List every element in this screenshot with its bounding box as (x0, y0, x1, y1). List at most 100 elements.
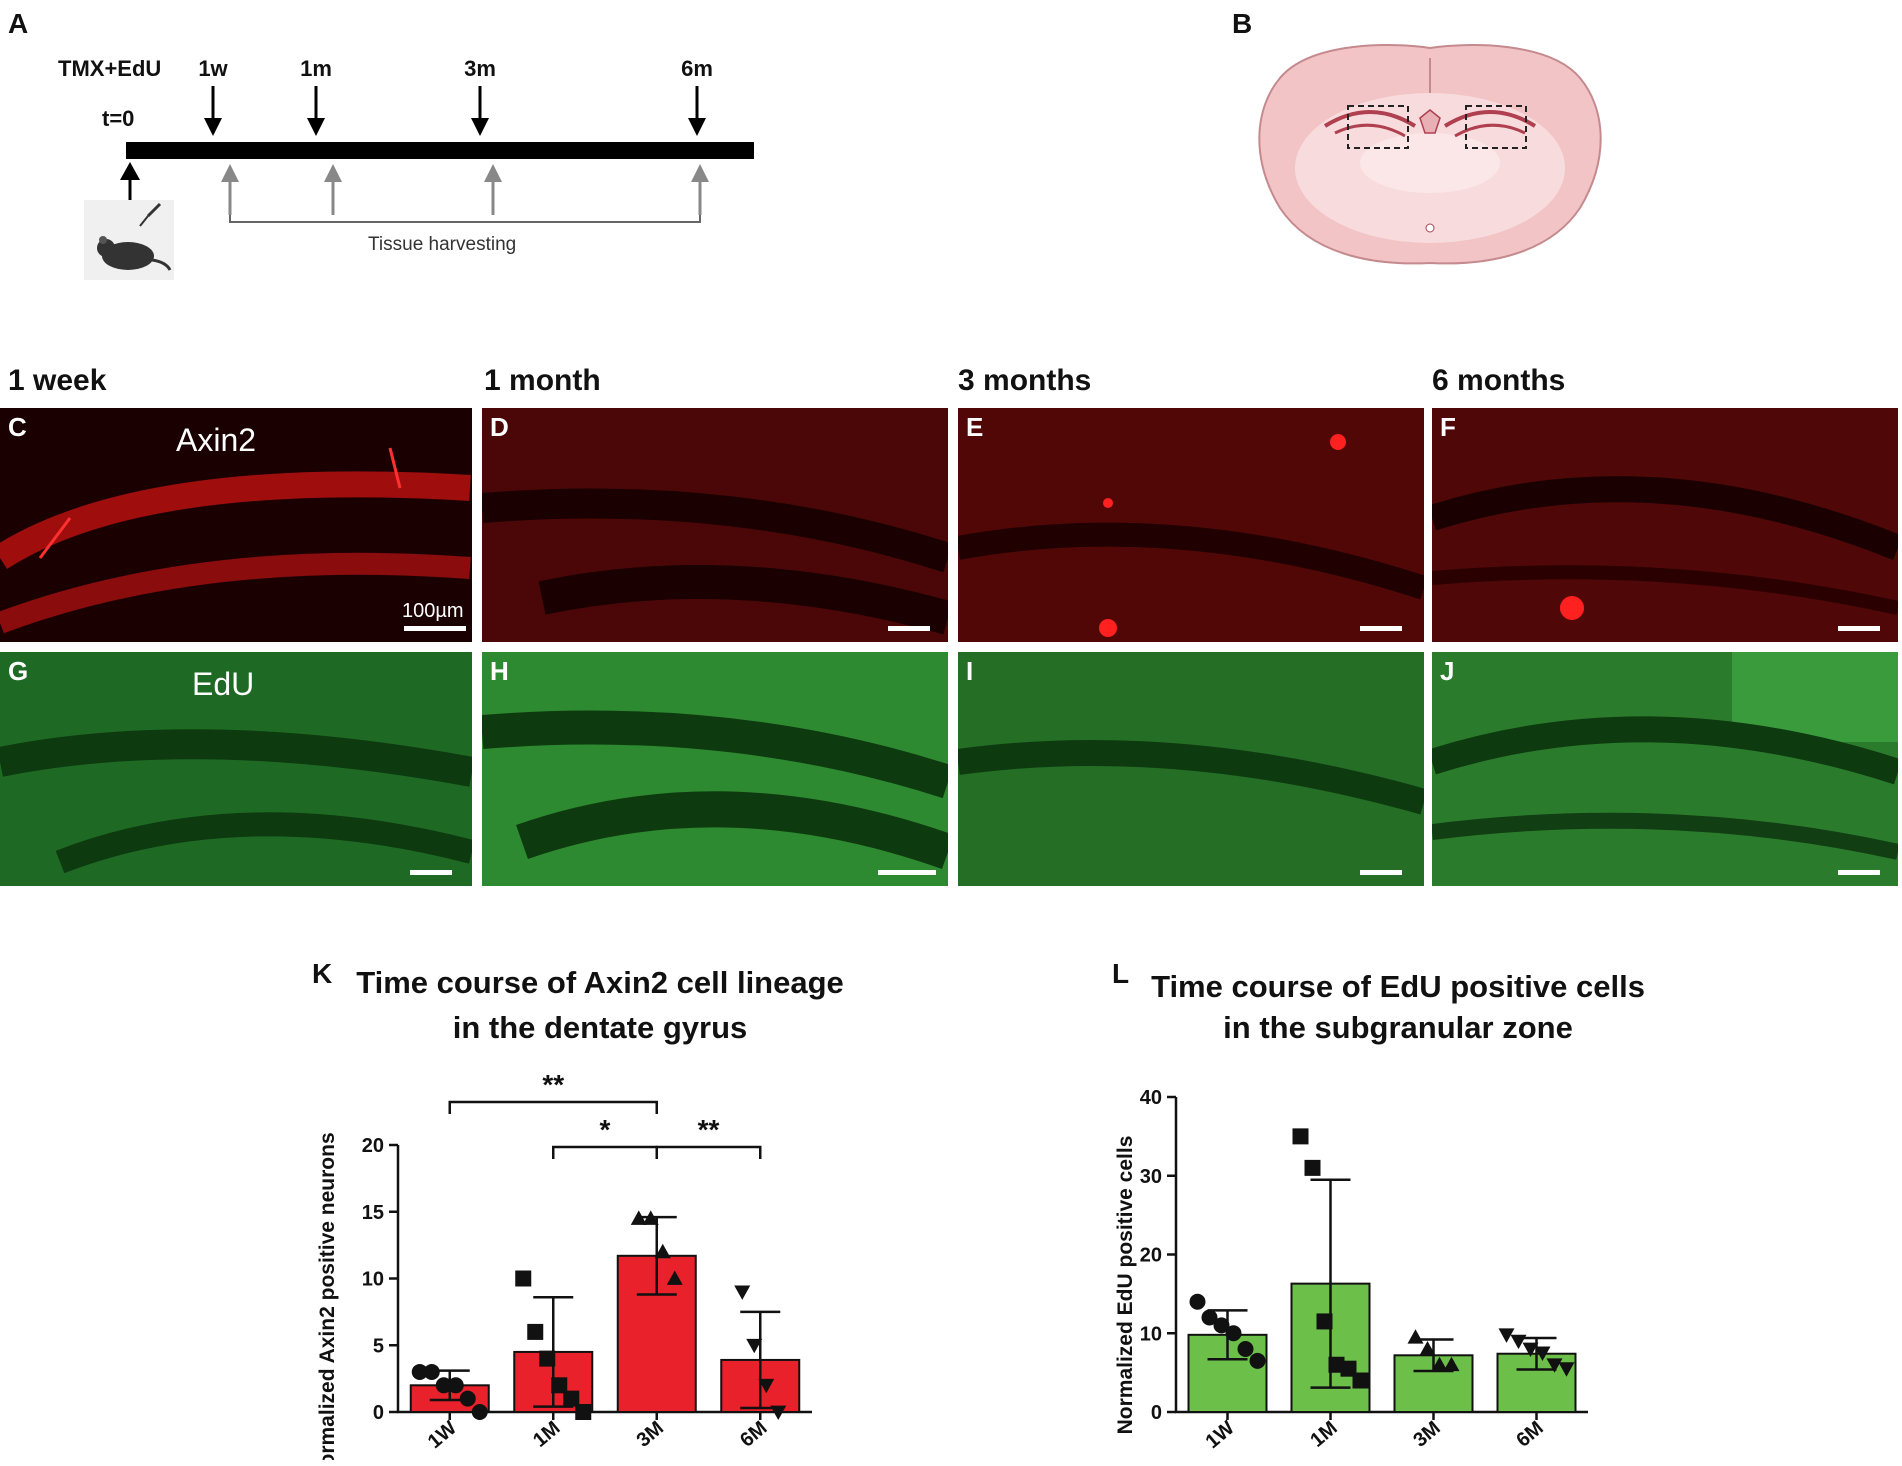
data-point (642, 1210, 659, 1225)
timepoint-label: 1w (198, 56, 228, 81)
data-point (1292, 1128, 1309, 1145)
data-point (539, 1350, 556, 1367)
scale-bar (1360, 626, 1402, 631)
timeline-start-label: TMX+EdU (58, 56, 161, 81)
data-point (435, 1377, 452, 1394)
panel-label-e: E (966, 412, 984, 442)
significance-label: * (600, 1114, 611, 1145)
scale-bar (404, 626, 466, 631)
data-point (734, 1285, 751, 1300)
stain-label-axin2: Axin2 (176, 422, 257, 458)
data-point (630, 1210, 647, 1225)
x-tick-label: 1W (1202, 1417, 1239, 1453)
significance-bracket (552, 1145, 658, 1159)
data-point (1419, 1341, 1436, 1356)
data-point (1443, 1356, 1460, 1372)
chart-axin2-time-course: Time course of Axin2 cell lineage in the… (316, 965, 844, 1460)
harvest-arrowhead (484, 164, 502, 182)
chart-title-line-2: in the dentate gyrus (453, 1010, 748, 1045)
timeline-diagram: TMX+EdU t=0 1w 1m 3m 6m Tissue harvesting (58, 56, 754, 280)
timepoint-arrowhead (471, 118, 489, 136)
panel-label-b: B (1232, 8, 1253, 39)
timepoint-arrowhead (688, 118, 706, 136)
micrograph-axin2-1-week: C Axin2 100µm (0, 408, 472, 642)
x-tick-label: 1M (1306, 1417, 1341, 1452)
harvest-arrowhead (324, 164, 342, 182)
scale-bar (878, 870, 936, 875)
timepoint-label: 3m (464, 56, 496, 81)
timepoint-label: 6m (681, 56, 713, 81)
scale-bar (1360, 870, 1402, 875)
data-point (447, 1377, 464, 1394)
data-point (746, 1338, 763, 1354)
x-tick-label: 6M (1512, 1417, 1547, 1452)
harvest-arrowhead (221, 164, 239, 182)
row-label-1-week: 1 week (8, 364, 107, 397)
panel-label-g: G (8, 656, 29, 686)
data-point (1249, 1352, 1266, 1369)
harvest-arrows (221, 164, 709, 215)
data-point (411, 1363, 428, 1380)
significance-bracket (655, 1145, 762, 1159)
chart-edu-time-course: Time course of EdU positive cells in the… (1114, 969, 1645, 1453)
micrograph-edu-3-months: I (958, 652, 1424, 886)
scale-bar (1838, 870, 1880, 875)
significance-bracket (448, 1100, 658, 1114)
harvest-arrowhead (691, 164, 709, 182)
harvest-bracket (229, 215, 701, 223)
panel-label-c: C (8, 412, 27, 442)
y-axis-label: Normalized Axin2 positive neurons (316, 1132, 339, 1460)
timepoint-arrowhead (307, 118, 325, 136)
scale-bar (888, 626, 930, 631)
data-point (758, 1378, 775, 1394)
y-tick-label: 0 (1151, 1402, 1162, 1424)
panel-label-f: F (1440, 412, 1456, 442)
stain-label-edu: EdU (192, 666, 255, 702)
data-point (1237, 1341, 1254, 1357)
y-tick-label: 5 (373, 1335, 384, 1357)
chart-title-line-1: Time course of Axin2 cell lineage (356, 965, 844, 1000)
y-axis-label: Normalized EdU positive cells (1114, 1136, 1137, 1435)
data-point (1201, 1309, 1218, 1326)
data-point (1213, 1317, 1230, 1334)
data-point (1431, 1356, 1448, 1372)
data-point (563, 1390, 580, 1407)
row-label-3-months: 3 months (958, 364, 1092, 397)
significance-label: ** (698, 1114, 720, 1145)
y-tick-label: 15 (362, 1202, 384, 1224)
data-point (770, 1405, 787, 1420)
timeline-t0-label: t=0 (102, 106, 134, 131)
chart-title-line-2: in the subgranular zone (1223, 1010, 1573, 1045)
micrograph-edu-6-months: J (1432, 652, 1898, 886)
y-tick-label: 20 (1140, 1245, 1162, 1267)
data-point (575, 1404, 592, 1420)
data-point (527, 1323, 544, 1340)
x-tick-label: 6M (736, 1417, 771, 1452)
y-tick-label: 10 (1140, 1323, 1162, 1345)
data-point (423, 1363, 440, 1380)
data-point (1546, 1358, 1563, 1373)
panel-label-i: I (966, 656, 974, 686)
panel-label-j: J (1440, 656, 1455, 686)
data-point (654, 1243, 671, 1259)
x-tick-label: 1W (424, 1417, 461, 1453)
micrograph-edu-1-month: H (482, 652, 948, 886)
x-tick-label: 3M (1409, 1417, 1444, 1452)
data-point (1558, 1362, 1575, 1377)
row-label-1-month: 1 month (484, 364, 601, 397)
micrograph-axin2-3-months: E (958, 408, 1424, 642)
roi-box-right (1465, 105, 1527, 149)
data-point (666, 1270, 683, 1285)
mouse-icon (84, 200, 174, 280)
data-point (1225, 1325, 1242, 1342)
timepoint-arrows: 1w 1m 3m 6m (198, 56, 713, 136)
timepoint-arrowhead (204, 118, 222, 136)
coronal-brain-diagram (1258, 44, 1602, 265)
micrograph-edu-1-week: G EdU (0, 652, 472, 886)
panel-label-l: L (1112, 958, 1130, 989)
micrograph-axin2-6-months: F (1432, 408, 1898, 642)
micrograph-axin2-1-month: D (482, 408, 948, 642)
data-point (1316, 1313, 1333, 1330)
data-point (1522, 1342, 1539, 1357)
roi-box-left (1347, 105, 1409, 149)
